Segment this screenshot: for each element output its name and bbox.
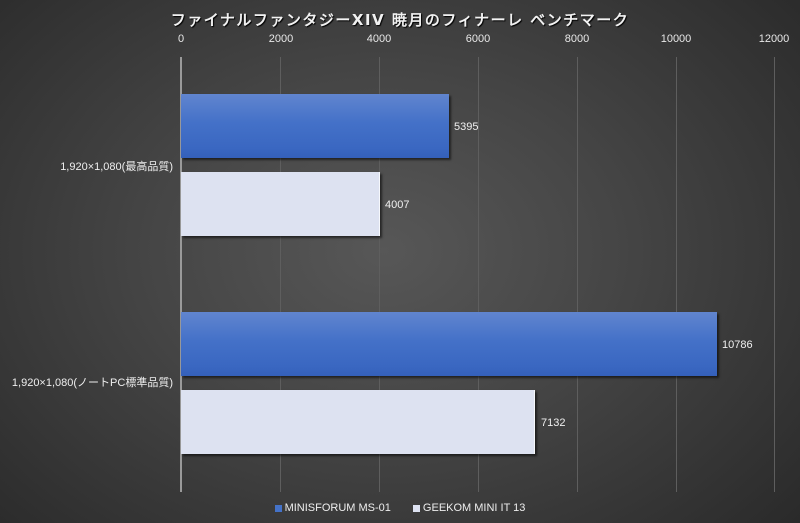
legend-item-minisforum: MINISFORUM MS-01 xyxy=(274,502,391,514)
x-tick-10000: 10000 xyxy=(660,33,692,45)
gridline xyxy=(774,57,775,492)
x-tick-12000: 12000 xyxy=(758,33,790,45)
gridline xyxy=(280,57,281,492)
category-label: 1,920×1,080(最高品質) xyxy=(60,161,173,173)
gridline xyxy=(478,57,479,492)
bar-minisforum-max-quality xyxy=(181,94,449,158)
x-tick-4000: 4000 xyxy=(366,33,392,45)
bar-minisforum-laptop-quality xyxy=(181,312,717,376)
x-tick-0: 0 xyxy=(177,33,185,45)
gridline xyxy=(676,57,677,492)
x-tick-2000: 2000 xyxy=(268,33,294,45)
gridline xyxy=(379,57,380,492)
chart-legend: MINISFORUM MS-01 GEEKOM MINI IT 13 xyxy=(0,502,800,514)
bar-value-label: 7132 xyxy=(541,417,566,429)
chart-title: ファイナルファンタジーXIV 暁月のフィナーレ ベンチマーク xyxy=(170,11,630,29)
legend-swatch-blue-icon xyxy=(274,504,282,512)
bar-value-label: 10786 xyxy=(722,339,753,351)
legend-swatch-light-icon xyxy=(412,504,420,512)
y-axis-line xyxy=(180,57,182,492)
category-label: 1,920×1,080(ノートPC標準品質) xyxy=(11,377,173,389)
x-tick-8000: 8000 xyxy=(564,33,590,45)
legend-label: MINISFORUM MS-01 xyxy=(284,502,391,514)
x-tick-6000: 6000 xyxy=(465,33,491,45)
bar-geekom-max-quality xyxy=(181,172,380,236)
gridline xyxy=(577,57,578,492)
bar-geekom-laptop-quality xyxy=(181,390,535,454)
bar-value-label: 4007 xyxy=(385,199,410,211)
legend-item-geekom: GEEKOM MINI IT 13 xyxy=(412,502,526,514)
legend-label: GEEKOM MINI IT 13 xyxy=(422,502,526,514)
bar-value-label: 5395 xyxy=(454,121,479,133)
